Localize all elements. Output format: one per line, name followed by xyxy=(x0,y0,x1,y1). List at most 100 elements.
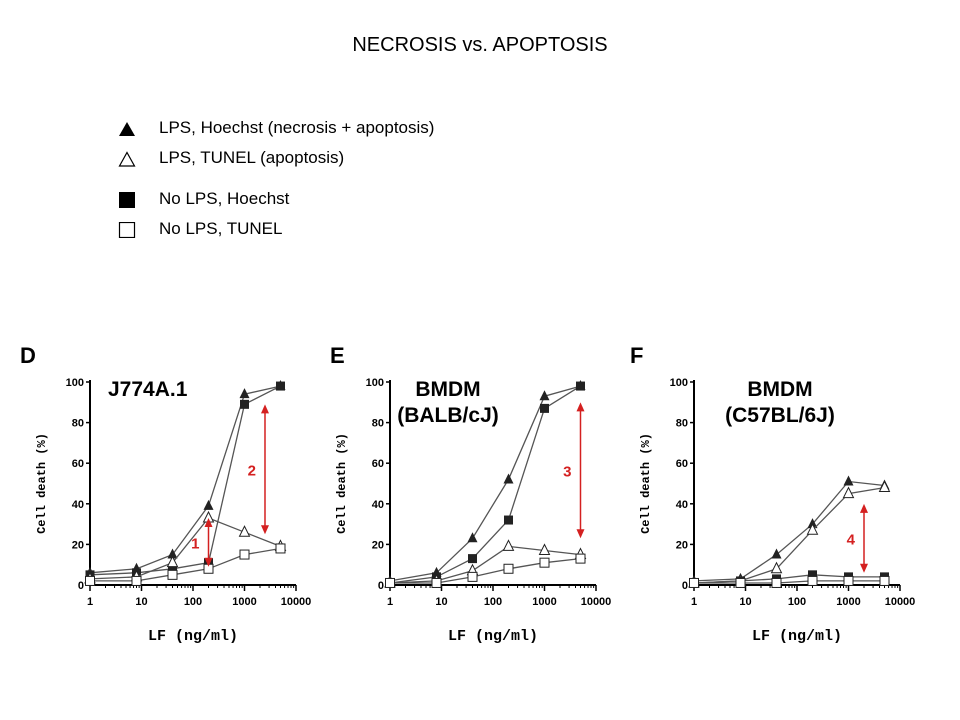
series-line xyxy=(89,385,281,576)
data-point xyxy=(166,555,179,568)
data-point xyxy=(771,577,782,588)
series-line xyxy=(89,517,281,580)
annotation-arrow: 1 xyxy=(191,518,213,567)
y-tick-label: 20 xyxy=(72,539,84,551)
data-point xyxy=(168,564,178,574)
legend-label: LPS, Hoechst (necrosis + apoptosis) xyxy=(159,118,435,137)
open-square-icon xyxy=(118,222,136,238)
data-point xyxy=(575,381,585,391)
data-point xyxy=(131,575,142,586)
y-tick-label: 100 xyxy=(366,377,384,389)
series-line xyxy=(693,574,885,584)
arrow-head-down xyxy=(204,557,213,567)
data-point xyxy=(275,543,286,554)
data-point xyxy=(503,563,514,574)
x-axis-label: LF (ng/ml) xyxy=(752,628,842,645)
y-tick-label: 60 xyxy=(372,458,384,470)
series-open-square xyxy=(85,543,286,586)
y-tick-label: 60 xyxy=(72,458,84,470)
data-point xyxy=(771,548,782,559)
x-tick-label: 1000 xyxy=(532,596,556,608)
filled-triangle-icon xyxy=(119,122,135,136)
data-point xyxy=(538,543,551,555)
y-tick-label: 0 xyxy=(378,580,384,592)
arrow-head-up xyxy=(860,503,869,513)
x-tick-label: 1000 xyxy=(232,596,256,608)
x-tick-label: 100 xyxy=(788,596,806,608)
data-point xyxy=(879,575,890,586)
y-tick-label: 80 xyxy=(72,418,84,430)
series-line xyxy=(89,385,281,574)
arrow-label: 1 xyxy=(191,535,199,552)
series-open-square xyxy=(385,553,586,588)
arrow-label: 4 xyxy=(847,531,856,548)
data-point xyxy=(539,390,550,401)
annotation-arrow: 3 xyxy=(563,402,585,539)
data-point xyxy=(385,577,395,588)
y-tick-label: 60 xyxy=(676,458,688,470)
x-axis-label: LF (ng/ml) xyxy=(448,628,538,645)
data-point xyxy=(238,525,251,537)
x-tick-label: 10 xyxy=(739,596,751,608)
x-tick-label: 10 xyxy=(435,596,447,608)
data-point xyxy=(539,557,550,568)
arrow-head-up xyxy=(204,518,213,528)
y-tick-label: 80 xyxy=(676,418,688,430)
data-point xyxy=(575,553,586,564)
x-axis-label: LF (ng/ml) xyxy=(148,628,238,645)
x-tick-label: 1000 xyxy=(836,596,860,608)
chart-panel-f: F 0 20 40 60 80 100 1 10 100 1000 10000 LF (ng/ml) Ce… xyxy=(630,343,915,645)
series-line xyxy=(694,580,885,584)
data-point xyxy=(540,403,549,413)
x-tick-label: 10000 xyxy=(885,596,916,608)
data-point xyxy=(689,577,699,588)
data-point xyxy=(167,548,178,559)
arrow-head-down xyxy=(860,563,869,573)
x-tick-label: 1 xyxy=(691,596,697,608)
annotation-title: BMDM xyxy=(747,378,812,401)
series-line xyxy=(390,557,581,584)
arrow-label: 3 xyxy=(563,463,571,480)
y-axis-label: Cell death (%) xyxy=(35,433,49,534)
data-point xyxy=(467,532,478,543)
x-tick-label: 1 xyxy=(87,596,93,608)
legend-label: LPS, TUNEL (apoptosis) xyxy=(159,148,345,167)
x-tick-label: 1 xyxy=(387,596,393,608)
series-line xyxy=(389,385,581,584)
data-point xyxy=(806,523,819,535)
annotation-arrow: 2 xyxy=(248,404,269,535)
y-tick-label: 20 xyxy=(676,539,688,551)
data-point xyxy=(239,549,250,560)
arrow-label: 2 xyxy=(248,462,256,479)
arrow-head-up xyxy=(260,404,269,414)
y-tick-label: 40 xyxy=(72,499,84,511)
legend-label: No LPS, Hoechst xyxy=(159,189,290,208)
data-point xyxy=(467,571,478,582)
panel-label: E xyxy=(330,343,345,368)
y-axis-label: Cell death (%) xyxy=(639,433,653,534)
y-axis-label: Cell death (%) xyxy=(335,433,349,534)
charts-area: D 0 20 40 60 80 100 1 10 100 1000 10000 LF (ng/ml) Ce… xyxy=(20,343,915,645)
series-line xyxy=(389,385,581,582)
panel-label: D xyxy=(20,343,36,368)
data-point xyxy=(878,480,891,493)
series-line xyxy=(90,547,281,582)
y-tick-label: 40 xyxy=(676,499,688,511)
arrow-head-down xyxy=(576,529,585,539)
data-point xyxy=(468,554,478,564)
data-point xyxy=(503,473,514,484)
chart-panel-e: E 0 20 40 60 80 100 1 10 100 1000 10000 LF (ng/ml) Ce… xyxy=(330,343,611,645)
legend-label: No LPS, TUNEL xyxy=(159,219,283,238)
page-title: NECROSIS vs. APOPTOSIS xyxy=(352,34,608,56)
y-tick-label: 40 xyxy=(372,499,384,511)
data-point xyxy=(275,381,285,391)
y-tick-label: 100 xyxy=(670,377,688,389)
x-tick-label: 10000 xyxy=(581,596,612,608)
data-point xyxy=(239,388,250,399)
arrow-head-up xyxy=(576,402,585,412)
data-point xyxy=(843,575,854,586)
series-filled-square xyxy=(85,381,285,580)
data-point xyxy=(502,539,515,551)
series-open-triangle xyxy=(688,480,891,588)
chart-panel-d: D 0 20 40 60 80 100 1 10 100 1000 10000 LF (ng/ml) Ce… xyxy=(20,343,311,645)
